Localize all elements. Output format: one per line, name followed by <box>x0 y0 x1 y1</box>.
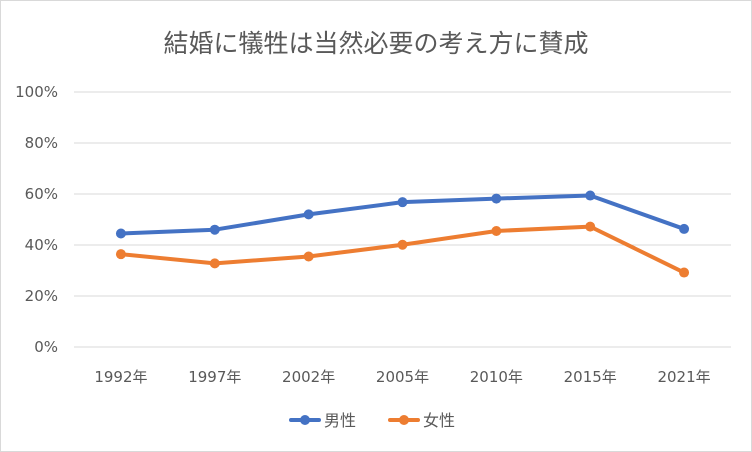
data-point <box>585 221 596 232</box>
data-point <box>115 249 126 260</box>
legend-point-marker <box>399 415 409 425</box>
data-point <box>303 209 314 220</box>
data-point <box>209 224 220 235</box>
x-tick-label: 2002年 <box>282 368 335 386</box>
y-tick-label: 100% <box>15 83 58 101</box>
chart-title: 結婚に犠牲は当然必要の考え方に賛成 <box>163 29 588 58</box>
data-point <box>397 197 408 208</box>
y-axis-ticks: 0% 20% 40% 60% 80% 100% <box>15 83 58 356</box>
x-tick-label: 2010年 <box>470 368 523 386</box>
y-tick-label: 20% <box>25 287 58 305</box>
data-point <box>679 223 690 234</box>
series-2 <box>115 221 690 278</box>
x-tick-label: 1997年 <box>188 368 241 386</box>
y-tick-label: 0% <box>34 338 58 356</box>
x-tick-label: 2021年 <box>657 368 710 386</box>
legend-item: 女性 <box>388 411 455 430</box>
data-point <box>303 251 314 262</box>
data-point <box>491 193 502 204</box>
legend-item: 男性 <box>289 411 356 430</box>
legend-label: 男性 <box>324 411 356 430</box>
legend-label: 女性 <box>423 411 455 430</box>
gridlines <box>74 91 731 348</box>
series-layer <box>115 190 690 278</box>
y-tick-label: 80% <box>25 134 58 152</box>
x-tick-label: 2015年 <box>564 368 617 386</box>
data-point <box>679 267 690 278</box>
x-tick-label: 1992年 <box>94 368 147 386</box>
data-point <box>585 190 596 201</box>
data-point <box>209 258 220 269</box>
series-1 <box>115 190 690 239</box>
legend: 男性 女性 <box>289 411 455 430</box>
data-point <box>115 228 126 239</box>
legend-point-marker <box>300 415 310 425</box>
x-axis-ticks: 1992年 1997年 2002年 2005年 2010年 2015年 2021年 <box>94 368 710 386</box>
data-point <box>397 239 408 250</box>
data-point <box>491 225 502 236</box>
x-tick-label: 2005年 <box>376 368 429 386</box>
y-tick-label: 60% <box>25 185 58 203</box>
y-tick-label: 40% <box>25 236 58 254</box>
